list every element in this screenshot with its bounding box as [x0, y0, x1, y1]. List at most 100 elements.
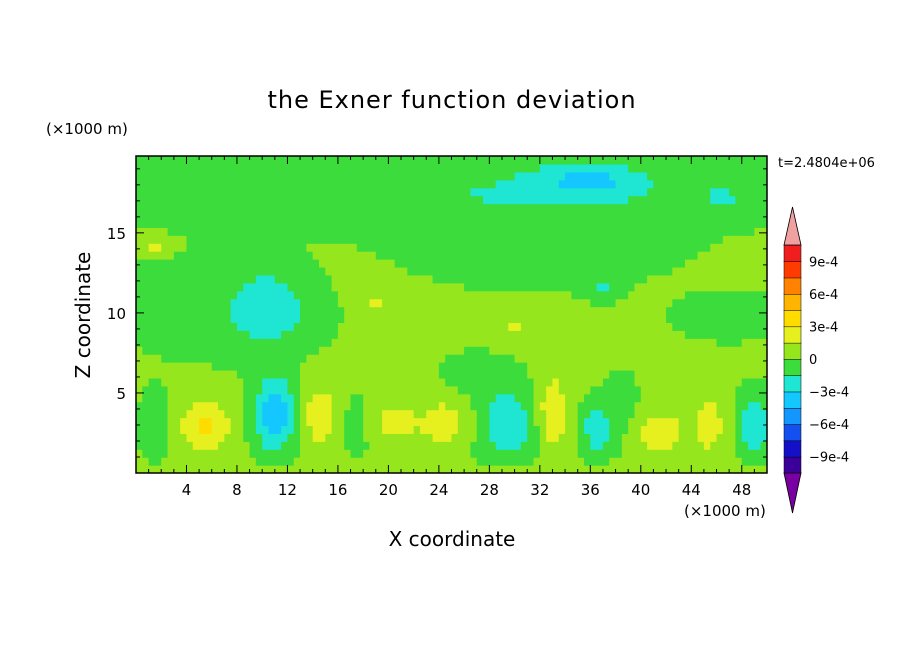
heatmap-cell — [716, 401, 724, 411]
heatmap-cell — [628, 425, 636, 434]
heatmap-cell — [628, 171, 636, 181]
heatmap-cell — [590, 346, 598, 355]
heatmap-cell — [546, 306, 554, 316]
heatmap-cell — [640, 298, 648, 308]
heatmap-cell — [369, 235, 377, 244]
heatmap-cell — [369, 369, 377, 379]
heatmap-cell — [640, 441, 648, 450]
heatmap-cell — [230, 251, 238, 260]
heatmap-cell — [634, 362, 642, 371]
heatmap-cell — [432, 322, 440, 331]
heatmap-cell — [388, 330, 396, 339]
heatmap-cell — [483, 393, 490, 403]
heatmap-cell — [281, 259, 289, 268]
heatmap-cell — [300, 346, 307, 355]
heatmap-cell — [552, 306, 560, 316]
heatmap-cell — [167, 330, 175, 339]
heatmap-cell — [445, 322, 453, 331]
heatmap-cell — [483, 211, 490, 221]
heatmap-cell — [552, 330, 560, 339]
heatmap-cell — [356, 235, 364, 244]
heatmap-cell — [514, 266, 522, 276]
heatmap-cell — [148, 266, 156, 276]
heatmap-cell — [312, 211, 320, 221]
heatmap-cell — [192, 377, 200, 387]
heatmap-cell — [684, 449, 692, 458]
heatmap-cell — [224, 163, 232, 173]
heatmap-cell — [325, 393, 333, 403]
heatmap-cell — [527, 156, 535, 165]
heatmap-cell — [249, 243, 257, 252]
heatmap-cell — [697, 465, 705, 473]
heatmap-cell — [148, 369, 156, 379]
heatmap-cell — [318, 369, 326, 379]
heatmap-cell — [142, 401, 150, 411]
heatmap-cell — [710, 338, 718, 347]
heatmap-cell — [533, 393, 541, 403]
heatmap-cell — [300, 425, 307, 434]
heatmap-cell — [501, 354, 509, 363]
heatmap-cell — [186, 354, 194, 363]
heatmap-cell — [136, 441, 143, 450]
heatmap-cell — [363, 163, 371, 173]
heatmap-cell — [584, 401, 591, 411]
heatmap-cell — [344, 362, 352, 371]
heatmap-cell — [255, 449, 263, 458]
heatmap-cell — [274, 290, 282, 300]
heatmap-cell — [684, 243, 692, 252]
heatmap-cell — [274, 465, 282, 473]
heatmap-cell — [520, 401, 528, 411]
heatmap-cell — [369, 187, 377, 197]
heatmap-cell — [337, 457, 345, 466]
heatmap-cell — [590, 290, 598, 300]
heatmap-cell — [173, 306, 181, 316]
heatmap-cell — [413, 385, 421, 395]
heatmap-cell — [760, 251, 767, 260]
heatmap-cell — [609, 369, 617, 379]
heatmap-cell — [356, 298, 364, 308]
heatmap-cell — [363, 433, 371, 442]
heatmap-cell — [243, 362, 251, 371]
heatmap-cell — [236, 457, 244, 466]
heatmap-cell — [236, 330, 244, 339]
heatmap-cell — [148, 441, 156, 450]
heatmap-cell — [464, 243, 472, 252]
heatmap-cell — [445, 425, 453, 434]
heatmap-cell — [363, 441, 371, 450]
heatmap-cell — [331, 298, 339, 308]
heatmap-cell — [539, 219, 547, 228]
heatmap-cell — [577, 179, 585, 189]
heatmap-cell — [363, 346, 371, 355]
heatmap-cell — [199, 290, 207, 300]
heatmap-cell — [249, 354, 257, 363]
heatmap-cell — [476, 369, 484, 379]
heatmap-cell — [192, 251, 200, 260]
heatmap-cell — [432, 338, 440, 347]
heatmap-cell — [274, 330, 282, 339]
heatmap-cell — [495, 306, 503, 316]
heatmap-cell — [236, 362, 244, 371]
heatmap-cell — [501, 377, 509, 387]
heatmap-cell — [173, 369, 181, 379]
heatmap-cell — [489, 362, 497, 371]
heatmap-cell — [243, 369, 251, 379]
heatmap-cell — [325, 290, 333, 300]
heatmap-cell — [697, 290, 705, 300]
heatmap-cell — [337, 314, 345, 324]
heatmap-cell — [369, 417, 377, 427]
heatmap-cell — [218, 195, 225, 205]
heatmap-cell — [483, 354, 490, 363]
heatmap-cell — [161, 338, 169, 347]
heatmap-cell — [369, 266, 377, 276]
heatmap-cell — [369, 314, 377, 324]
heatmap-cell — [539, 401, 547, 411]
heatmap-cell — [432, 219, 440, 228]
heatmap-cell — [621, 354, 629, 363]
heatmap-cell — [205, 274, 213, 284]
heatmap-cell — [684, 227, 692, 236]
heatmap-cell — [337, 377, 345, 387]
heatmap-cell — [388, 369, 396, 379]
heatmap-cell — [274, 346, 282, 355]
heatmap-cell — [514, 235, 522, 244]
heatmap-cell — [161, 235, 169, 244]
